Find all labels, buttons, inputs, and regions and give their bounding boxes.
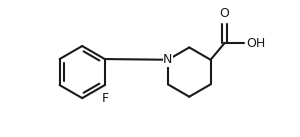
Text: F: F bbox=[102, 92, 109, 105]
Text: OH: OH bbox=[247, 37, 266, 50]
Text: N: N bbox=[163, 53, 172, 66]
Text: O: O bbox=[219, 7, 229, 20]
